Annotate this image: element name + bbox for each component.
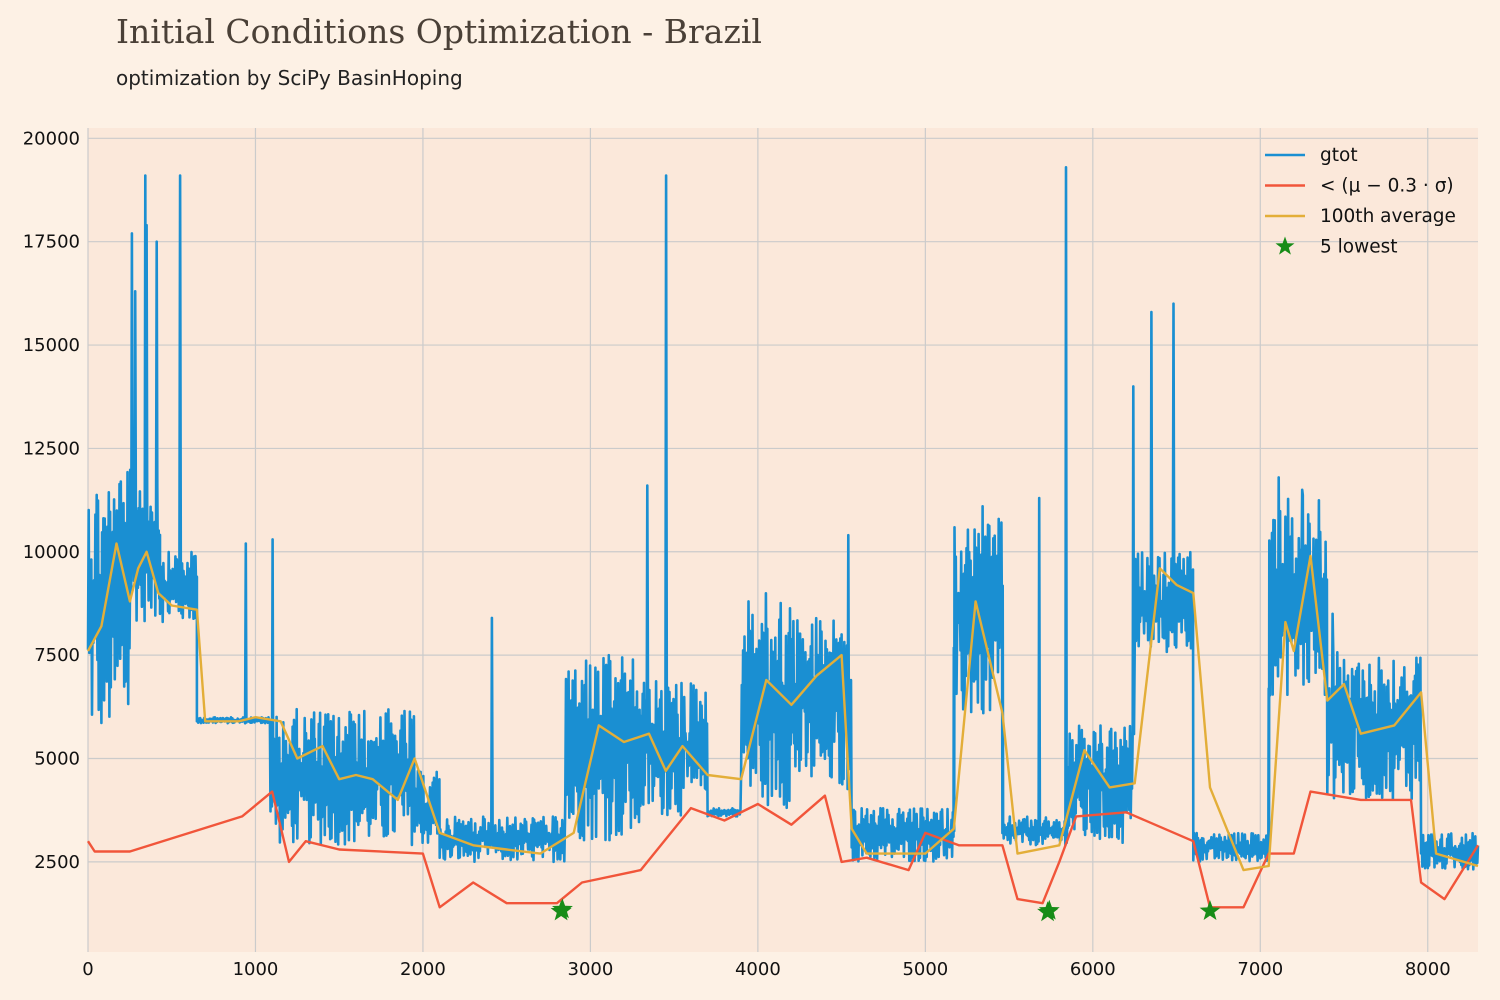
lowest-point-star [552, 898, 573, 919]
y-tick-label: 2500 [34, 852, 80, 873]
x-tick-label: 7000 [1237, 959, 1283, 980]
y-tick-label: 10000 [23, 542, 80, 563]
x-tick-label: 2000 [400, 959, 446, 980]
x-tick-label: 5000 [902, 959, 948, 980]
series-below-threshold [86, 790, 1480, 909]
legend-label: 5 lowest [1320, 237, 1398, 258]
x-tick-label: 4000 [735, 959, 781, 980]
x-tick-label: 0 [82, 959, 93, 980]
y-tick-label: 7500 [34, 645, 80, 666]
y-tick-label: 17500 [23, 232, 80, 253]
x-tick-label: 6000 [1070, 959, 1116, 980]
y-tick-label: 15000 [23, 335, 80, 356]
series-100th-average [86, 542, 1479, 872]
legend-label: < (μ − 0.3 · σ) [1320, 176, 1454, 197]
lowest-point-star [1038, 899, 1060, 920]
legend-label: gtot [1320, 145, 1358, 166]
y-tick-label: 5000 [34, 749, 80, 770]
x-tick-label: 3000 [568, 959, 614, 980]
series-gtot [86, 166, 1480, 871]
x-tick-label: 1000 [233, 959, 279, 980]
y-tick-label: 20000 [23, 128, 80, 149]
lowest-point-star [1199, 900, 1221, 920]
legend-star [1275, 236, 1295, 255]
x-tick-label: 8000 [1405, 959, 1451, 980]
chart-subtitle: optimization by SciPy BasinHoping [116, 66, 463, 90]
chart-title: Initial Conditions Optimization - Brazil [116, 12, 762, 51]
y-tick-label: 12500 [23, 438, 80, 459]
legend-label: 100th average [1320, 206, 1456, 227]
